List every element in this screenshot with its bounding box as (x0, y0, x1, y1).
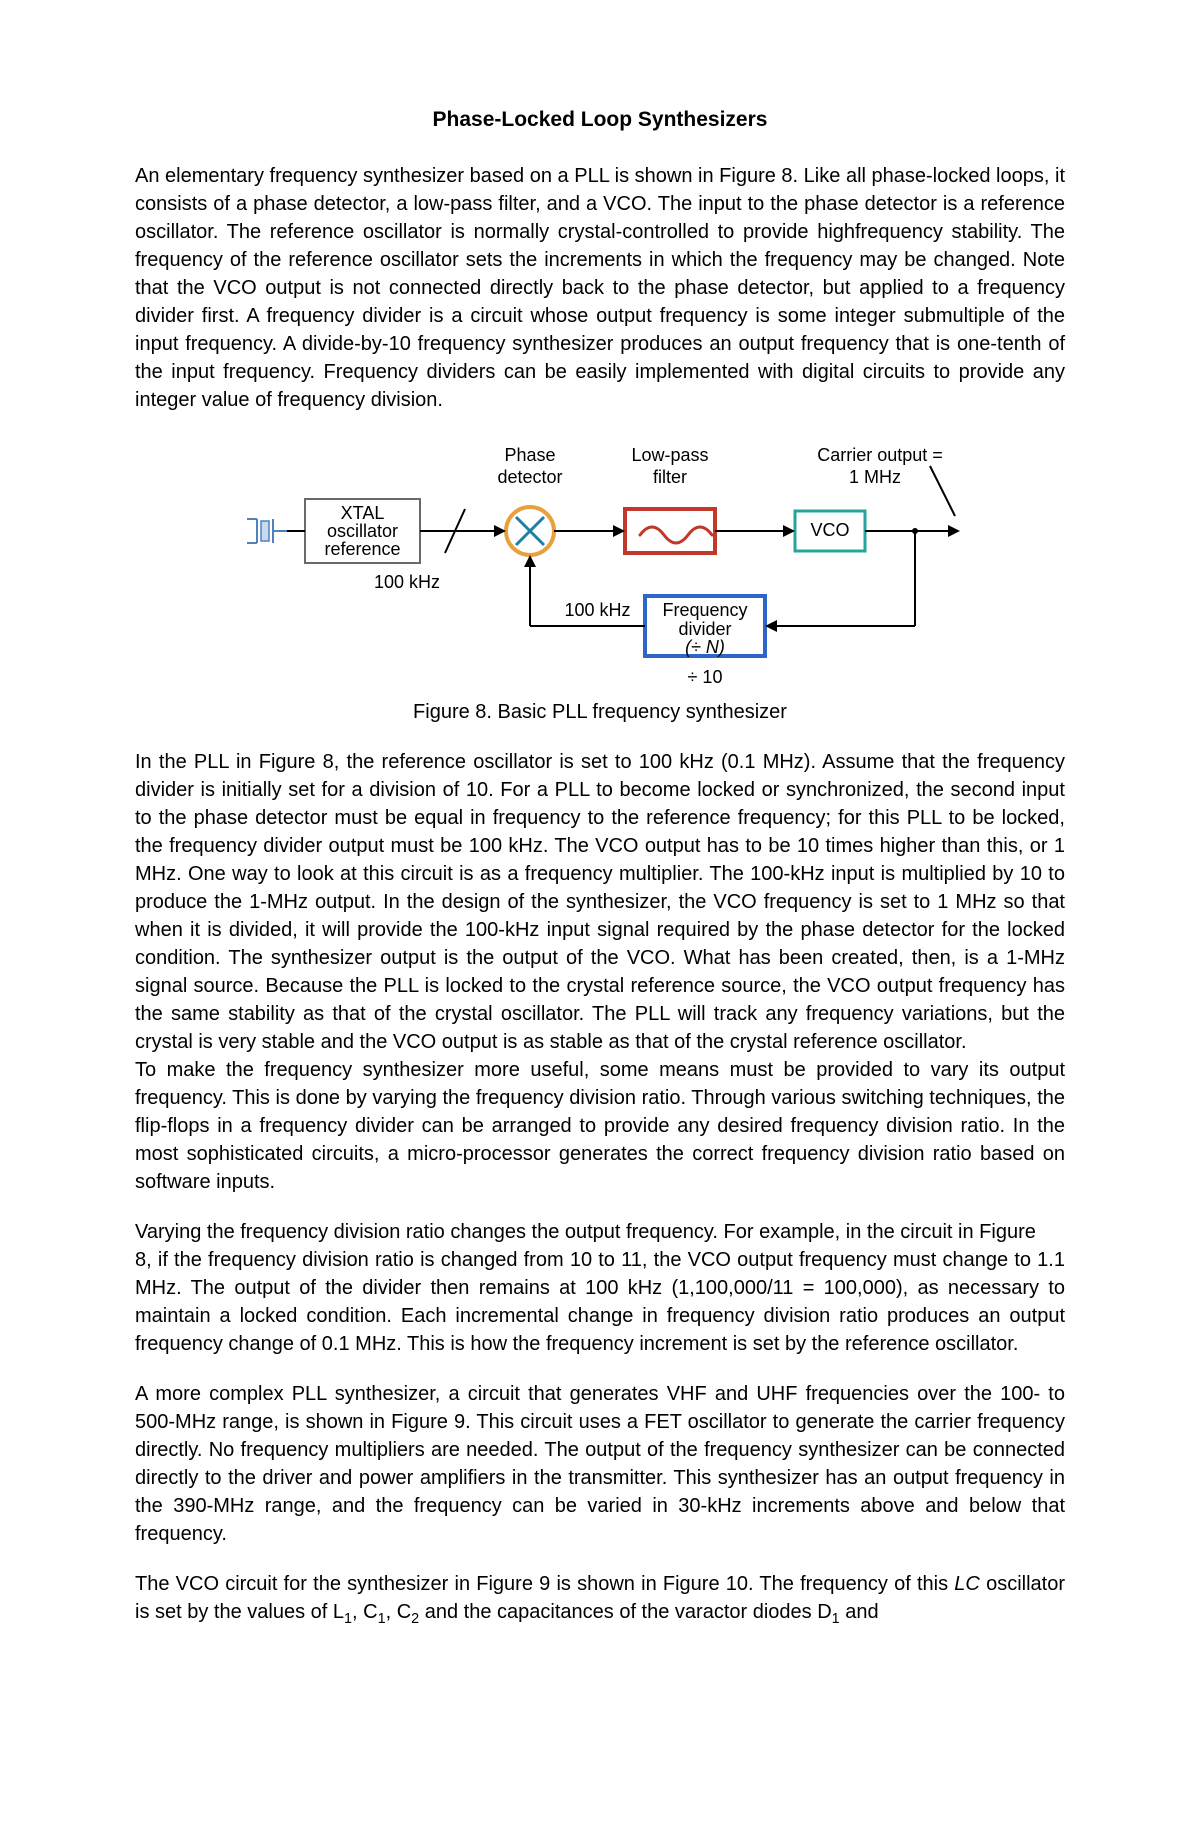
p6-c1: , C (352, 1601, 378, 1623)
svg-text:VCO: VCO (810, 520, 849, 540)
page: Phase-Locked Loop Synthesizers An elemen… (0, 0, 1200, 1835)
paragraph-4a: Varying the frequency division ratio cha… (135, 1218, 1065, 1246)
paragraph-1: An elementary frequency synthesizer base… (135, 162, 1065, 414)
p6-and: and (840, 1601, 879, 1623)
svg-text:Phase: Phase (504, 445, 555, 465)
p6-post: and the capacitances of the varactor dio… (419, 1601, 831, 1623)
paragraph-5: A more complex PLL synthesizer, a circui… (135, 1380, 1065, 1548)
p6-sub-c1: 1 (378, 1611, 386, 1627)
svg-text:100 kHz: 100 kHz (374, 572, 440, 592)
svg-text:divider: divider (678, 619, 731, 639)
paragraph-3: To make the frequency synthesizer more u… (135, 1056, 1065, 1196)
p6-c2: , C (386, 1601, 412, 1623)
paragraph-2: In the PLL in Figure 8, the reference os… (135, 748, 1065, 1056)
page-title: Phase-Locked Loop Synthesizers (135, 105, 1065, 134)
p6-lc: LC (954, 1573, 980, 1595)
figure-8-caption: Figure 8. Basic PLL frequency synthesize… (135, 698, 1065, 726)
svg-text:Carrier output =: Carrier output = (817, 445, 943, 465)
figure-8-diagram: XTALoscillatorreference Phasedetector 100 … (135, 436, 1065, 696)
svg-text:100 kHz: 100 kHz (564, 600, 630, 620)
paragraph-4b: 8, if the frequency division ratio is ch… (135, 1246, 1065, 1358)
svg-text:÷ 10: ÷ 10 (688, 667, 723, 687)
p6-pre: The VCO circuit for the synthesizer in F… (135, 1573, 954, 1595)
svg-text:detector: detector (497, 467, 562, 487)
svg-text:reference: reference (324, 539, 400, 559)
pll-diagram-svg: XTALoscillatorreference Phasedetector 100 … (235, 436, 965, 696)
p6-sub-c2: 2 (411, 1611, 419, 1627)
p6-sub-d1: 1 (832, 1611, 840, 1627)
svg-text:XTAL: XTAL (341, 503, 385, 523)
svg-text:oscillator: oscillator (327, 521, 398, 541)
svg-text:Frequency: Frequency (662, 600, 747, 620)
svg-text:filter: filter (653, 467, 687, 487)
svg-text:1 MHz: 1 MHz (849, 467, 901, 487)
svg-text:(÷ N): (÷ N) (685, 637, 725, 657)
paragraph-6: The VCO circuit for the synthesizer in F… (135, 1570, 1065, 1629)
p6-sub-l1: 1 (344, 1611, 352, 1627)
svg-text:Low-pass: Low-pass (631, 445, 708, 465)
